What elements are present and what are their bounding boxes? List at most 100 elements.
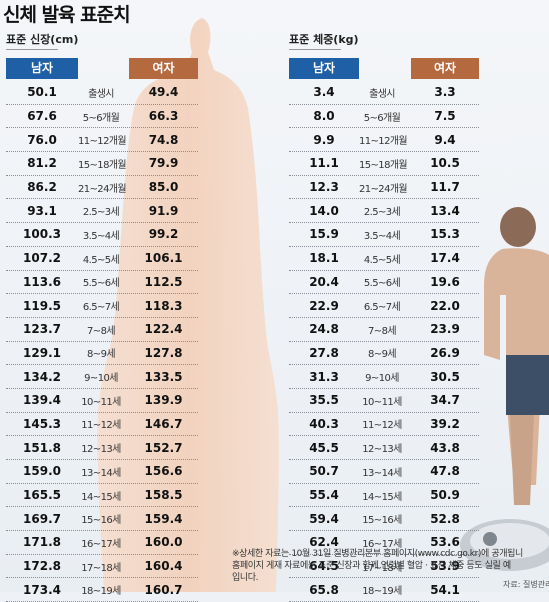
footnote-line: ※상세한 자료는 10월 31일 질병관리본부 홈페이지(www.cdc.go.… [232,549,523,559]
male-value: 107.2 [23,251,61,266]
male-value: 173.4 [23,582,61,597]
male-value: 65.8 [309,582,339,597]
age-label: 16~17세 [81,538,121,550]
male-value: 18.1 [309,251,339,266]
male-value: 159.0 [23,464,61,479]
age-label: 12~13세 [81,444,121,456]
age-label: 5~6개월 [363,112,401,124]
male-value: 93.1 [27,203,57,218]
male-value: 145.3 [23,416,61,431]
age-label: 15~18개월 [78,159,127,171]
female-value: 11.7 [430,180,460,195]
table-row: 107.2 4.5~5세 106.1 [6,247,198,271]
age-label: 18~19세 [362,586,402,598]
table-row: 139.4 10~11세 139.9 [6,389,198,413]
female-value: 43.8 [430,440,460,455]
age-label: 12~13세 [362,444,402,456]
female-value: 39.2 [430,416,460,431]
female-value: 152.7 [144,440,183,455]
male-value: 31.3 [309,369,339,384]
male-value: 76.0 [27,132,57,147]
age-label: 21~24개월 [359,183,408,195]
table-row: 22.9 6.5~7세 22.0 [289,294,479,318]
male-value: 113.6 [23,274,61,289]
female-value: 160.7 [144,582,183,597]
age-label: 출생시 [88,88,114,100]
table-row: 76.0 11~12개월 74.8 [6,128,198,153]
female-value: 85.0 [148,180,179,195]
age-label: 17~18세 [81,562,121,574]
page-title: 신체 발육 표준치 [3,4,131,26]
female-value: 17.4 [430,251,460,266]
female-value: 26.9 [430,345,460,360]
table-row: 18.1 4.5~5세 17.4 [289,247,479,271]
age-label: 11~12개월 [78,136,127,148]
age-label: 5~6개월 [82,112,120,124]
age-label: 3.5~4세 [363,230,401,242]
age-label: 14~15세 [362,491,402,503]
male-header: 남자 [289,58,359,79]
male-value: 62.4 [309,535,339,550]
male-value: 35.5 [309,393,339,408]
table-row: 165.5 14~15세 158.5 [6,484,198,508]
age-label: 15~18개월 [359,159,408,171]
male-value: 20.4 [309,274,339,289]
male-value: 55.4 [309,488,339,503]
footnote: ※상세한 자료는 10월 31일 질병관리본부 홈페이지(www.cdc.go.… [232,548,549,584]
age-header [359,58,405,79]
female-value: 159.4 [144,511,183,526]
female-value: 47.8 [430,464,460,479]
age-label: 9~10세 [365,373,399,385]
age-label: 7~8세 [87,325,116,337]
female-value: 23.9 [430,322,460,337]
footnote-line: 홈페이지 게재 자료에는 표준 신장과 함께 연령별 혈압 · 표준 체중 등도… [232,561,511,571]
male-value: 27.8 [309,345,339,360]
female-value: 91.9 [148,203,179,218]
table-row: 55.4 14~15세 50.9 [289,484,479,508]
age-label: 15~16세 [362,515,402,527]
table-row: 100.3 3.5~4세 99.2 [6,223,198,247]
female-value: 139.9 [144,393,183,408]
age-label: 21~24개월 [78,183,127,195]
weight-table-header: 남자 여자 [289,58,479,79]
female-value: 160.0 [144,535,183,550]
female-value: 15.3 [430,227,460,242]
age-label: 2.5~3세 [363,207,401,219]
male-value: 119.5 [23,298,61,313]
table-row: 151.8 12~13세 152.7 [6,436,198,460]
age-label: 8~9세 [87,349,116,361]
female-value: 133.5 [144,369,183,384]
table-row: 81.2 15~18개월 79.9 [6,152,198,176]
female-value: 30.5 [430,369,460,384]
male-value: 139.4 [23,393,61,408]
female-header: 여자 [411,58,479,79]
table-row: 31.3 9~10세 30.5 [289,365,479,389]
age-label: 9~10세 [84,373,118,385]
weight-rows: 3.4 출생시 3.3 8.0 5~6개월 7.5 9.9 11~12개월 9.4 11.1 15~… [289,81,479,602]
age-label: 2.5~3세 [82,207,120,219]
table-row: 172.8 17~18세 160.4 [6,555,198,579]
male-value: 171.8 [23,535,61,550]
female-value: 50.9 [430,488,460,503]
female-value: 49.4 [148,85,179,100]
female-header: 여자 [129,58,198,79]
table-row: 173.4 18~19세 160.7 [6,578,198,602]
male-value: 151.8 [23,440,61,455]
male-value: 67.6 [27,109,57,124]
table-row: 113.6 5.5~6세 112.5 [6,271,198,295]
table-row: 62.4 16~17세 53.6 [289,531,479,555]
female-value: 9.4 [434,132,456,147]
female-value: 106.1 [144,251,183,266]
female-value: 79.9 [148,156,179,171]
male-value: 86.2 [27,180,57,195]
female-value: 112.5 [144,274,183,289]
footnote-line: 입니다. [232,573,259,583]
table-row: 64.5 17~18세 53.9 [289,555,479,579]
male-value: 24.8 [309,322,339,337]
male-value: 15.9 [309,227,339,242]
age-label: 11~12세 [81,420,121,432]
table-row: 159.0 13~14세 156.6 [6,460,198,484]
source-credit: 자료: 질병관리본 [503,580,549,589]
age-label: 8~9세 [368,349,397,361]
male-value: 129.1 [23,345,61,360]
